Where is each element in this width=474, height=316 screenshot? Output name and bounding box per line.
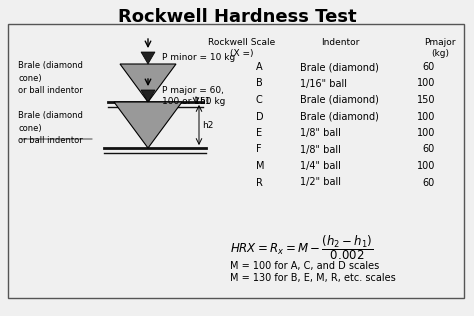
Text: P major = 60,
100 or 150 kg: P major = 60, 100 or 150 kg bbox=[162, 86, 225, 106]
Text: R: R bbox=[256, 178, 263, 187]
Text: 1/4" ball: 1/4" ball bbox=[300, 161, 341, 171]
Text: 60: 60 bbox=[423, 62, 435, 72]
Bar bbox=[8, 24, 464, 298]
Text: F: F bbox=[256, 144, 262, 155]
Text: 100: 100 bbox=[417, 161, 435, 171]
Text: M = 130 for B, E, M, R, etc. scales: M = 130 for B, E, M, R, etc. scales bbox=[230, 273, 396, 283]
Text: 1/8" ball: 1/8" ball bbox=[300, 128, 341, 138]
Text: (kg): (kg) bbox=[431, 49, 449, 58]
Text: Brale (diamond): Brale (diamond) bbox=[300, 62, 379, 72]
Polygon shape bbox=[114, 102, 182, 148]
Text: M: M bbox=[256, 161, 264, 171]
Polygon shape bbox=[120, 64, 176, 102]
Text: 150: 150 bbox=[417, 95, 435, 105]
Text: 100: 100 bbox=[417, 112, 435, 121]
Polygon shape bbox=[141, 90, 155, 102]
Text: h2: h2 bbox=[202, 120, 213, 130]
Text: (X =): (X =) bbox=[230, 49, 254, 58]
Text: 1/2" ball: 1/2" ball bbox=[300, 178, 341, 187]
Text: M = 100 for A, C, and D scales: M = 100 for A, C, and D scales bbox=[230, 261, 379, 271]
Text: C: C bbox=[256, 95, 263, 105]
Text: B: B bbox=[256, 78, 263, 88]
Text: 60: 60 bbox=[423, 178, 435, 187]
Text: 100: 100 bbox=[417, 78, 435, 88]
Text: Brale (diamond): Brale (diamond) bbox=[300, 95, 379, 105]
Text: Brale (diamond
cone)
or ball indentor: Brale (diamond cone) or ball indentor bbox=[18, 61, 83, 95]
Text: Brale (diamond
cone)
or ball indentor: Brale (diamond cone) or ball indentor bbox=[18, 111, 83, 145]
Text: Rockwell Scale: Rockwell Scale bbox=[209, 38, 275, 47]
Text: Brale (diamond): Brale (diamond) bbox=[300, 112, 379, 121]
Text: h1: h1 bbox=[199, 96, 210, 106]
Polygon shape bbox=[141, 52, 155, 64]
Text: $\mathit{HRX} = R_x = M - \dfrac{(h_2 - h_1)}{0.002}$: $\mathit{HRX} = R_x = M - \dfrac{(h_2 - … bbox=[230, 233, 374, 262]
Text: Rockwell Hardness Test: Rockwell Hardness Test bbox=[118, 8, 356, 26]
Text: 1/8" ball: 1/8" ball bbox=[300, 144, 341, 155]
Text: Indentor: Indentor bbox=[321, 38, 359, 47]
Text: P minor = 10 kg: P minor = 10 kg bbox=[162, 53, 235, 63]
Text: A: A bbox=[256, 62, 263, 72]
Text: E: E bbox=[256, 128, 262, 138]
Text: Pmajor: Pmajor bbox=[424, 38, 456, 47]
Text: 1/16" ball: 1/16" ball bbox=[300, 78, 347, 88]
Text: 100: 100 bbox=[417, 128, 435, 138]
Text: 60: 60 bbox=[423, 144, 435, 155]
Text: D: D bbox=[256, 112, 264, 121]
